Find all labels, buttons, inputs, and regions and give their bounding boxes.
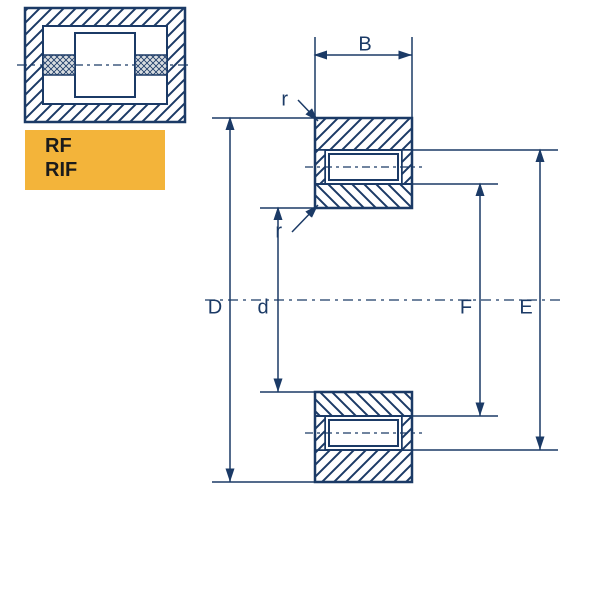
dim-label-D: D xyxy=(208,296,222,318)
badge-line: RIF xyxy=(45,159,77,181)
badge-line: RF xyxy=(45,135,72,157)
dim-label-B: B xyxy=(358,33,371,55)
type-badge: RFRIF xyxy=(25,130,165,190)
dim-label-d: d xyxy=(257,296,268,318)
radius-label: r xyxy=(281,88,288,110)
radius-label: r xyxy=(275,220,282,242)
dim-label-E: E xyxy=(519,296,532,318)
dim-label-F: F xyxy=(460,296,472,318)
top-icon xyxy=(17,8,193,122)
